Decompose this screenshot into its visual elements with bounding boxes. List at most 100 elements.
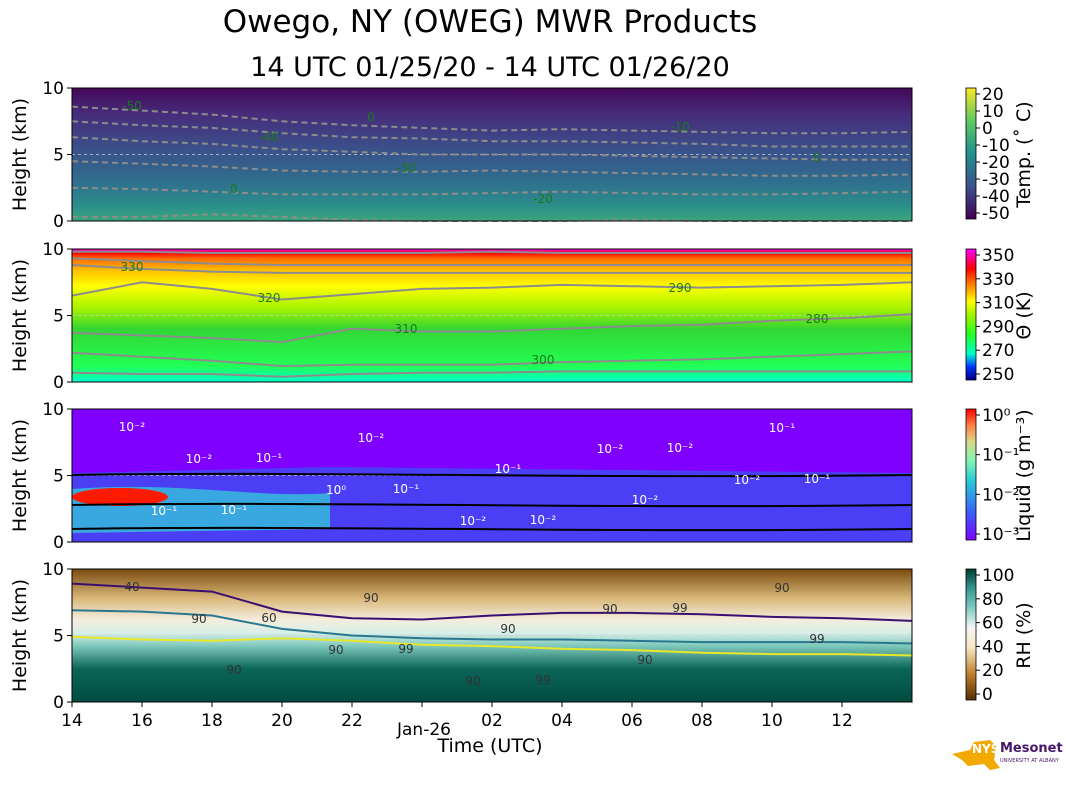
contour-label: 310 xyxy=(395,322,418,336)
colorbar-liquid_water xyxy=(965,408,977,541)
x-tick-label: 22 xyxy=(341,711,363,731)
contour-liquid-1 xyxy=(71,502,913,508)
colorbar-tick-label: 10⁻³ xyxy=(982,525,1019,545)
contour-label: 320 xyxy=(258,291,281,305)
contour-label: 330 xyxy=(121,260,144,274)
y-tick-label: 5 xyxy=(53,146,64,166)
colorbar-tick-label: 20 xyxy=(982,661,1004,681)
contour-label: 0 xyxy=(367,110,375,124)
contour-potential_temperature-290 xyxy=(71,313,913,344)
contour-label: 10⁻¹ xyxy=(256,451,283,465)
colorbar-tick-label: -40 xyxy=(982,187,1010,207)
contour-potential_temperature-330 xyxy=(72,250,912,254)
contour-label: 90 xyxy=(191,612,206,626)
colorbar-relative_humidity xyxy=(965,568,977,701)
contour-label: 0 xyxy=(813,151,821,165)
contour-liquid-2 xyxy=(71,526,913,532)
x-tick-label: 14 xyxy=(61,711,83,731)
y-tick-label: 10 xyxy=(42,400,64,420)
contour-temperature--30 xyxy=(71,136,912,161)
logo-text-mesonet: Mesonet xyxy=(1000,741,1063,756)
colorbar-temperature xyxy=(965,87,977,220)
y-axis-label: Height (km) xyxy=(9,259,31,372)
contour-label: 90 xyxy=(774,581,789,595)
y-axis-label: Height (km) xyxy=(9,98,31,211)
colorbar-tick-label: 310 xyxy=(982,294,1014,314)
chart-title: Owego, NY (OWEG) MWR Products xyxy=(222,4,758,40)
x-tick-label: 18 xyxy=(201,711,223,731)
contour-label: 90 xyxy=(328,643,343,657)
colorbar-tick-label: 250 xyxy=(982,365,1014,385)
x-tick-label: 10 xyxy=(761,711,783,731)
colorbar-tick-label: 10 xyxy=(982,102,1004,122)
x-tick-label: 04 xyxy=(551,711,573,731)
x-tick-label: 16 xyxy=(131,711,153,731)
contour-label: 280 xyxy=(806,312,829,326)
contour-label: -40 xyxy=(259,130,279,144)
colorbar-tick-label: 350 xyxy=(982,246,1014,266)
contour-temperature--10 xyxy=(71,186,913,196)
x-axis-label: Time (UTC) xyxy=(436,735,542,757)
colorbar-tick-label: 10⁻² xyxy=(982,485,1019,505)
contour-label: 10⁻² xyxy=(667,441,694,455)
colorbar-tick-label: 10⁻¹ xyxy=(982,446,1019,466)
colorbar-tick-label: 270 xyxy=(982,341,1014,361)
y-tick-label: 5 xyxy=(53,467,64,487)
contour-potential_temperature-280 xyxy=(71,350,913,368)
x-axis: 14 16 18 20 22 Jan-26 02 04 06 08 10 12 Time (UTC) xyxy=(61,702,853,757)
colorbar-label: Θ (K) xyxy=(1013,291,1035,339)
contour-label: 10⁻² xyxy=(119,420,146,434)
contour-label: -30 xyxy=(396,161,416,175)
y-tick-label: 5 xyxy=(53,627,64,647)
colorbar-tick-label: 0 xyxy=(982,119,993,139)
contour-label: 10⁻² xyxy=(597,442,624,456)
liquid-field-max-region xyxy=(72,488,168,506)
contour-label: 99 xyxy=(809,632,824,646)
colorbar-tick-label: 0 xyxy=(982,685,993,705)
colorbar-tick-label: -20 xyxy=(982,153,1010,173)
colorbar-tick-label: 10⁰ xyxy=(982,406,1011,426)
contour-potential_temperature-270 xyxy=(71,370,912,378)
contour-label: 10⁻² xyxy=(358,431,385,445)
contour-label: 90 xyxy=(465,674,480,688)
colorbar-tick-label: 330 xyxy=(982,270,1014,290)
contour-label: 10⁻¹ xyxy=(393,482,420,496)
colorbar-tick-label: 290 xyxy=(982,317,1014,337)
contour-temperature--40 xyxy=(71,120,912,148)
logo-text-university: UNIVERSITY AT ALBANY xyxy=(1000,758,1059,764)
contour-label: 99 xyxy=(535,673,550,687)
contour-label: -10 xyxy=(670,120,690,134)
colorbar-tick-label: 40 xyxy=(982,637,1004,657)
contour-label: 90 xyxy=(602,602,617,616)
contour-label: 10⁻¹ xyxy=(804,472,831,486)
colorbar-tick-label: 80 xyxy=(982,590,1004,610)
contour-label: 10⁻¹ xyxy=(495,462,522,476)
nys-mesonet-logo: NYS Mesonet UNIVERSITY AT ALBANY xyxy=(950,738,1063,774)
contour-label: 90 xyxy=(226,663,241,677)
x-tick-label: Jan-26 xyxy=(396,720,451,740)
contour-label: 10⁻² xyxy=(734,473,761,487)
contour-label: 300 xyxy=(532,353,555,367)
x-tick-label: 02 xyxy=(481,711,503,731)
colorbar-tick-label: -50 xyxy=(982,204,1010,224)
colorbar-tick-label: 60 xyxy=(982,614,1004,634)
contour-label: 99 xyxy=(672,601,687,615)
contour-label: 10⁻¹ xyxy=(221,503,248,517)
contour-label: 10⁻² xyxy=(460,514,487,528)
chart-subtitle: 14 UTC 01/25/20 - 14 UTC 01/26/20 xyxy=(250,52,730,83)
panel-relative_humidity: 40 60 99 99 99 99 90 90 90 90 90 90 90 90 90 0 5 10 Height… xyxy=(9,560,1035,713)
contour-label: 90 xyxy=(637,653,652,667)
logo-text-nys: NYS xyxy=(972,742,1000,756)
colorbar-label: Temp. (˚ C) xyxy=(1013,101,1035,208)
colorbar-label: Liquid (g m⁻³) xyxy=(1013,409,1035,541)
contour-label: 99 xyxy=(398,642,413,656)
contour-label: 10⁰ xyxy=(326,483,346,497)
panel-liquid_water: 10⁻² 10⁻¹ 10⁻¹ 10⁻² 10⁻² 10⁻¹ 10⁻¹ 10⁻² 10⁻¹ 10⁻²… xyxy=(9,400,1035,553)
y-tick-label: 0 xyxy=(53,212,64,232)
y-tick-label: 0 xyxy=(53,373,64,393)
y-tick-label: 10 xyxy=(42,240,64,260)
x-tick-label: 20 xyxy=(271,711,293,731)
contour-label: 60 xyxy=(261,611,276,625)
contour-label: -20 xyxy=(533,192,553,206)
